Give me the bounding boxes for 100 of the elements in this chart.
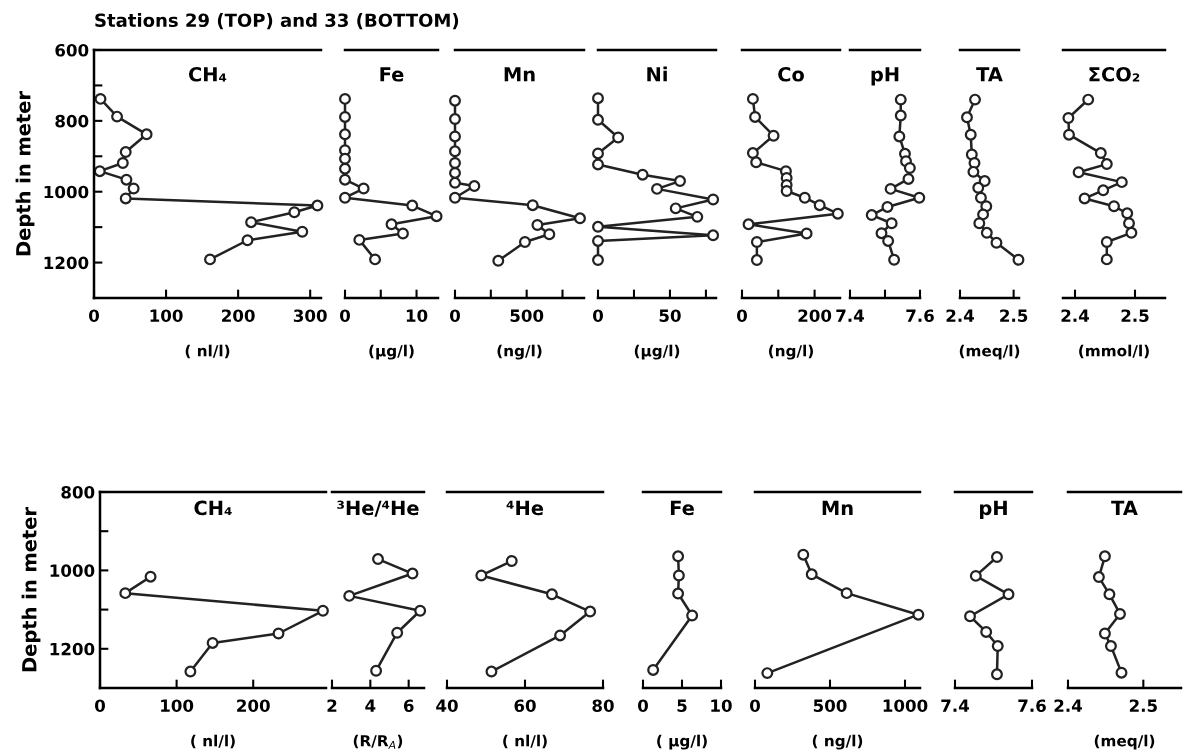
point [840, 587, 853, 600]
x-tick-label: 50 [659, 309, 681, 323]
point [972, 181, 985, 194]
point [902, 172, 915, 185]
point [780, 185, 793, 197]
point [316, 604, 329, 617]
point [746, 147, 759, 160]
point [1072, 166, 1085, 179]
point [1123, 217, 1135, 230]
point [912, 608, 925, 621]
point [339, 128, 351, 141]
point [144, 570, 157, 583]
point [430, 210, 443, 223]
point [1115, 176, 1128, 189]
point [526, 199, 539, 212]
text: Mn [504, 67, 535, 82]
x-tick-label: 10 [711, 699, 732, 713]
point [592, 158, 604, 171]
x-tick-label: 7.6 [906, 309, 934, 323]
y-tick-label: 800 [55, 114, 89, 128]
chart-title: ³He/⁴He [337, 500, 419, 517]
point [505, 555, 518, 567]
text: ΣCO₂ [1089, 66, 1140, 82]
point [990, 668, 1003, 681]
point [707, 193, 720, 206]
point [1078, 192, 1091, 205]
point [990, 236, 1003, 249]
point [288, 206, 301, 219]
point [396, 227, 409, 240]
point [881, 200, 894, 213]
y-tick-label: 1200 [44, 256, 89, 270]
point [964, 610, 976, 623]
y-tick-label: 600 [55, 43, 89, 57]
point [749, 110, 762, 123]
point [797, 548, 810, 561]
point [406, 567, 419, 580]
point [750, 156, 763, 169]
x-axis-title: (ng/l) [497, 344, 542, 360]
x-axis-title: (R/R$_{A}$) [353, 734, 403, 749]
point [468, 180, 481, 193]
x-axis-title: (mmol/l) [1079, 344, 1149, 359]
chart-title: CH₄ [194, 500, 232, 516]
point [339, 110, 351, 123]
point [449, 94, 461, 107]
point [894, 93, 907, 106]
point [1094, 147, 1107, 160]
point [296, 225, 309, 238]
point [977, 208, 990, 221]
x-axis-title: ( nl/l) [191, 734, 235, 749]
point [805, 568, 818, 581]
x-tick-label: 6 [403, 699, 414, 713]
x-tick-label: 7.4 [836, 309, 864, 322]
point [894, 109, 907, 122]
x-axis-title: (µg/l) [369, 344, 414, 360]
y-tick-label: 1000 [44, 185, 89, 199]
point [370, 664, 383, 677]
text: CH₄ [188, 66, 227, 82]
text: Fe [380, 67, 404, 82]
x-tick-label: 500 [510, 309, 544, 323]
point [272, 627, 285, 640]
point [406, 199, 419, 212]
x-tick-label: 7.6 [1018, 699, 1046, 713]
x-tick-label: 2.5 [1129, 699, 1157, 713]
point [707, 229, 720, 242]
point [245, 216, 258, 229]
point [991, 640, 1004, 653]
text: TA [976, 67, 1003, 82]
point [119, 192, 132, 205]
text: Co [778, 66, 804, 82]
x-tick-label: 300 [293, 309, 327, 323]
point [545, 588, 558, 601]
point [339, 92, 351, 105]
point [592, 254, 604, 267]
point [1104, 640, 1117, 653]
chart-title: ⁴He [506, 500, 544, 516]
x-tick-label: 60 [514, 699, 536, 713]
point [750, 254, 763, 267]
point [800, 227, 813, 240]
point [311, 199, 324, 212]
point [111, 110, 124, 123]
x-tick-label: 2.4 [946, 309, 974, 322]
point [674, 175, 686, 188]
x-axis-title: (meq/l) [959, 344, 1020, 360]
point [1097, 184, 1110, 197]
point [980, 625, 993, 638]
chart-title: pH [980, 500, 1007, 520]
point [1012, 253, 1025, 266]
point [339, 162, 351, 175]
x-axis-title: ( nl/l) [503, 734, 547, 749]
point [518, 236, 531, 248]
x-tick-label: 2.5 [1121, 309, 1149, 323]
point [543, 228, 556, 241]
point [1115, 666, 1128, 679]
x-tick-label: 0 [340, 309, 350, 323]
point [372, 553, 384, 565]
point [691, 210, 704, 223]
x-tick-label: 4 [365, 699, 376, 712]
x-tick-label: 0 [450, 309, 460, 323]
point [672, 569, 685, 582]
point [1098, 550, 1111, 563]
